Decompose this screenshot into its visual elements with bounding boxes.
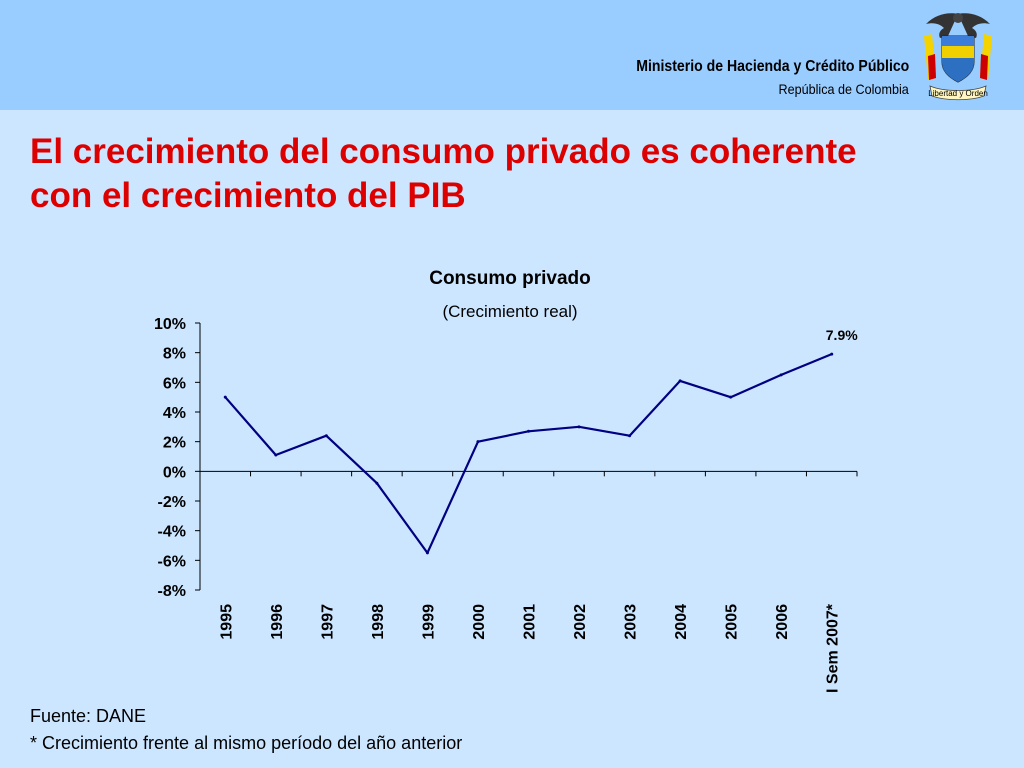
x-tick-label: 1998	[370, 604, 387, 640]
y-tick-label: 8%	[163, 346, 186, 363]
slide-title-line-2: con el crecimiento del PIB	[30, 176, 466, 215]
coat-of-arms-logo: Libertad y Orden	[924, 13, 992, 101]
slide-title-line-1: El crecimiento del consumo privado es co…	[30, 132, 857, 171]
x-tick-label: 2001	[522, 604, 539, 640]
period-footnote: * Crecimiento frente al mismo período de…	[30, 733, 463, 753]
x-tick-label: 1995	[218, 604, 235, 640]
data-point	[628, 434, 632, 438]
chart-title: Consumo privado	[429, 268, 591, 289]
header-banner: Ministerio de Hacienda y Crédito Público…	[0, 0, 1024, 110]
data-point	[375, 481, 379, 485]
slide-title: El crecimiento del consumo privado es co…	[30, 130, 990, 218]
data-point	[274, 453, 278, 457]
data-point	[223, 395, 227, 399]
x-tick-label: I Sem 2007*	[825, 603, 842, 693]
y-tick-label: 2%	[163, 435, 186, 452]
ministry-country: República de Colombia	[778, 81, 909, 97]
data-point	[577, 425, 581, 429]
y-tick-label: -6%	[158, 553, 186, 570]
x-tick-label: 2006	[774, 604, 791, 640]
ministry-name: Ministerio de Hacienda y Crédito Público	[635, 58, 909, 75]
data-point	[830, 352, 834, 356]
source-footnote: Fuente: DANE	[30, 706, 147, 726]
data-point	[729, 395, 733, 399]
series-line-consumo-privado	[224, 353, 833, 555]
x-tick-label: 1996	[269, 604, 286, 640]
x-tick-label: 2000	[471, 604, 488, 640]
x-tick-label: 1999	[420, 604, 437, 640]
y-tick-label: 6%	[163, 375, 186, 392]
y-tick-label: -8%	[158, 583, 186, 600]
y-tick-label: -4%	[158, 524, 186, 541]
x-tick-label: 2005	[724, 604, 741, 640]
data-point	[476, 440, 480, 444]
motto-text: Libertad y Orden	[928, 89, 988, 98]
chart-subtitle: (Crecimiento real)	[442, 302, 578, 321]
data-point	[678, 379, 682, 383]
data-point	[425, 551, 429, 555]
x-tick-label: 2003	[623, 604, 640, 640]
x-tick-label: 2002	[572, 604, 589, 640]
data-label-last-value: 7.9%	[826, 327, 858, 343]
x-tick-label: 2004	[673, 604, 690, 640]
data-point	[779, 373, 783, 377]
y-tick-label: 10%	[154, 316, 186, 333]
data-point	[324, 434, 328, 438]
data-point	[527, 429, 530, 433]
y-tick-label: 4%	[163, 405, 186, 422]
y-tick-label: 0%	[163, 464, 186, 481]
y-tick-label: -2%	[158, 494, 186, 511]
x-tick-label: 1997	[319, 604, 336, 640]
